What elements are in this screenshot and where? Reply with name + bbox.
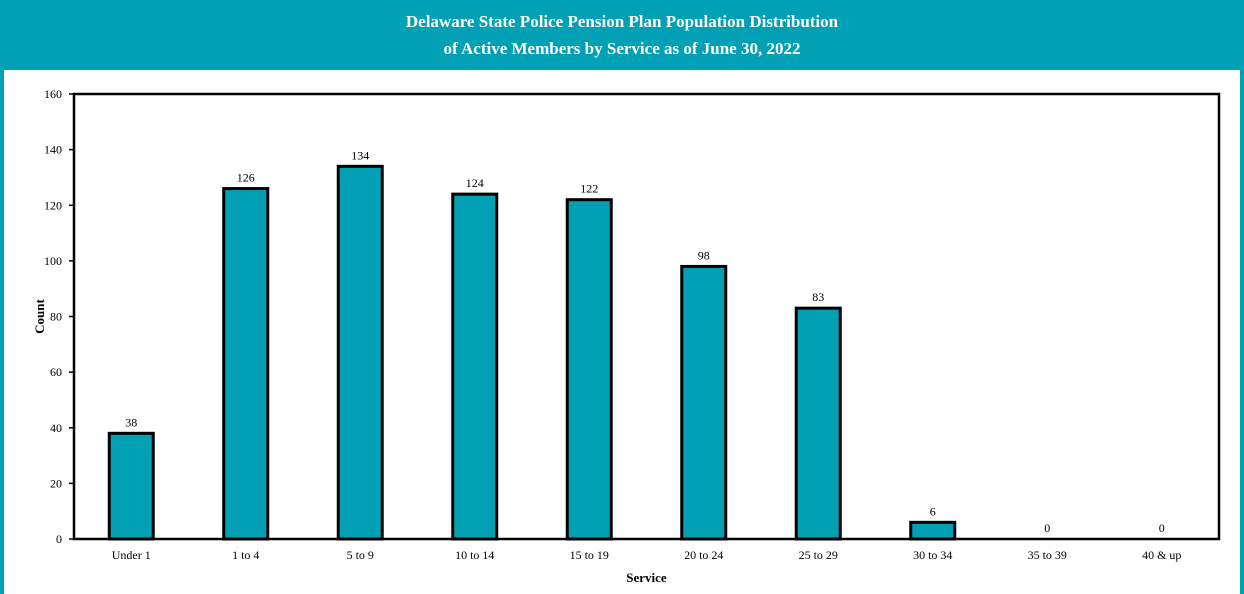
- y-tick-label-5: 100: [44, 254, 62, 268]
- x-tick-label-2: 5 to 9: [347, 548, 374, 562]
- x-tick-label-4: 15 to 19: [570, 548, 609, 562]
- y-axis-title: Count: [32, 298, 47, 333]
- data-label-0: 38: [125, 415, 137, 429]
- bar-1: [222, 187, 270, 541]
- y-tick-label-7: 140: [44, 143, 62, 157]
- chart-title-bar: Delaware State Police Pension Plan Popul…: [0, 0, 1244, 70]
- x-tick-label-8: 35 to 39: [1028, 548, 1067, 562]
- bar-0: [107, 431, 155, 541]
- y-tick-label-0: 0: [56, 532, 62, 546]
- y-tick-label-8: 160: [44, 87, 62, 101]
- data-label-5: 98: [698, 248, 710, 262]
- x-tick-label-0: Under 1: [112, 548, 151, 562]
- x-axis-title: Service: [626, 570, 667, 585]
- x-tick-label-7: 30 to 34: [913, 548, 952, 562]
- bar-5: [680, 264, 728, 541]
- chart-title-line-1: Delaware State Police Pension Plan Popul…: [405, 12, 839, 31]
- y-tick-label-1: 20: [50, 476, 62, 490]
- data-label-6: 83: [812, 290, 824, 304]
- y-tick-label-3: 60: [50, 365, 62, 379]
- y-axis-ticks: 0 20 40 60 80 100 120 140 160: [44, 87, 74, 546]
- x-axis-ticks: Under 1 1 to 4 5 to 9 10 to 14 15 to 19 20 to…: [112, 548, 1182, 562]
- bar-4: [565, 198, 613, 541]
- y-tick-label-4: 80: [50, 310, 62, 324]
- data-label-4: 122: [580, 182, 598, 196]
- bar-6: [794, 306, 842, 541]
- x-tick-label-5: 20 to 24: [684, 548, 723, 562]
- y-tick-label-2: 40: [50, 421, 62, 435]
- data-labels-group: 38 126 134 124 122 98 83 6 0 0: [125, 148, 1165, 535]
- x-tick-label-1: 1 to 4: [232, 548, 259, 562]
- bar-3: [451, 192, 499, 541]
- bar-2: [336, 164, 384, 541]
- bars-group: [107, 164, 957, 541]
- x-tick-label-6: 25 to 29: [799, 548, 838, 562]
- data-label-2: 134: [351, 148, 369, 162]
- data-label-8: 0: [1044, 521, 1050, 535]
- bar-7: [909, 520, 957, 541]
- data-label-7: 6: [930, 504, 936, 518]
- chart-title-line-2: of Active Members by Service as of June …: [443, 39, 801, 58]
- y-tick-label-6: 120: [44, 198, 62, 212]
- x-tick-label-3: 10 to 14: [455, 548, 494, 562]
- data-label-3: 124: [466, 176, 484, 190]
- x-tick-label-9: 40 & up: [1142, 548, 1181, 562]
- data-label-1: 126: [237, 171, 255, 185]
- data-label-9: 0: [1159, 521, 1165, 535]
